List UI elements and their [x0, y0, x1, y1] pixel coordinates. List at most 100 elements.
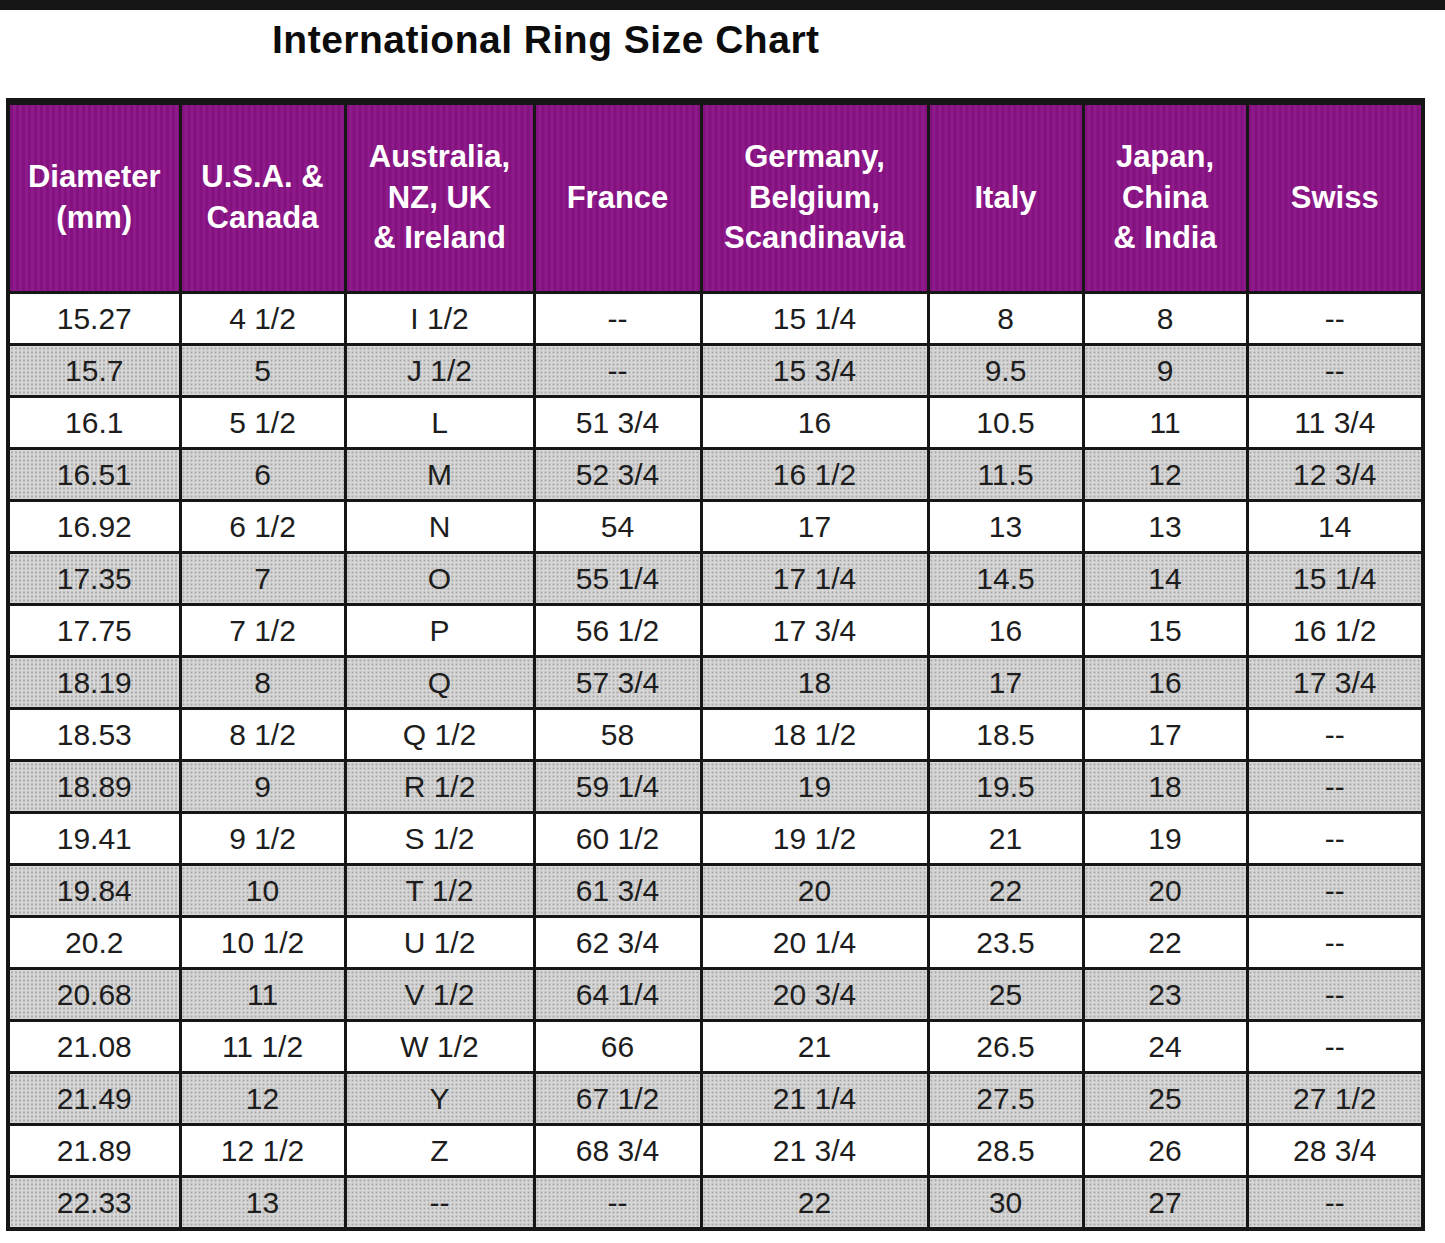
table-cell-japan-china-india: 14 [1083, 553, 1247, 605]
table-cell-france: 51 3/4 [534, 397, 701, 449]
table-cell-australia-nz-uk-ireland: I 1/2 [345, 293, 534, 345]
table-row: 19.419 1/2S 1/260 1/219 1/22119-- [8, 813, 1423, 865]
table-cell-italy: 18.5 [928, 709, 1083, 761]
table-row: 18.899R 1/259 1/41919.518-- [8, 761, 1423, 813]
table-cell-japan-china-india: 23 [1083, 969, 1247, 1021]
table-cell-diameter-mm: 21.49 [8, 1073, 180, 1125]
table-cell-australia-nz-uk-ireland: V 1/2 [345, 969, 534, 1021]
table-row: 20.6811V 1/264 1/420 3/42523-- [8, 969, 1423, 1021]
table-cell-diameter-mm: 21.08 [8, 1021, 180, 1073]
table-cell-germany-belgium-scandinavia: 15 1/4 [701, 293, 928, 345]
table-cell-swiss: -- [1247, 761, 1423, 813]
table-cell-australia-nz-uk-ireland: Q 1/2 [345, 709, 534, 761]
table-cell-italy: 30 [928, 1177, 1083, 1230]
table-cell-japan-china-india: 19 [1083, 813, 1247, 865]
table-cell-italy: 13 [928, 501, 1083, 553]
column-header-japan-china-india: Japan,China& India [1083, 102, 1247, 293]
table-cell-swiss: -- [1247, 293, 1423, 345]
table-cell-germany-belgium-scandinavia: 22 [701, 1177, 928, 1230]
table-cell-diameter-mm: 17.35 [8, 553, 180, 605]
table-cell-usa-canada: 5 1/2 [180, 397, 345, 449]
table-cell-australia-nz-uk-ireland: R 1/2 [345, 761, 534, 813]
table-header-row: Diameter(mm)U.S.A. &CanadaAustralia,NZ, … [8, 102, 1423, 293]
table-row: 16.516M52 3/416 1/211.51212 3/4 [8, 449, 1423, 501]
table-cell-france: 59 1/4 [534, 761, 701, 813]
table-cell-germany-belgium-scandinavia: 16 1/2 [701, 449, 928, 501]
table-cell-germany-belgium-scandinavia: 18 1/2 [701, 709, 928, 761]
column-header-swiss: Swiss [1247, 102, 1423, 293]
table-cell-france: -- [534, 1177, 701, 1230]
table-row: 17.357O55 1/417 1/414.51415 1/4 [8, 553, 1423, 605]
table-cell-japan-china-india: 9 [1083, 345, 1247, 397]
table-cell-australia-nz-uk-ireland: Y [345, 1073, 534, 1125]
table-cell-france: 68 3/4 [534, 1125, 701, 1177]
table-cell-swiss: -- [1247, 865, 1423, 917]
table-cell-swiss: 27 1/2 [1247, 1073, 1423, 1125]
table-cell-australia-nz-uk-ireland: O [345, 553, 534, 605]
table-cell-italy: 14.5 [928, 553, 1083, 605]
table-cell-italy: 23.5 [928, 917, 1083, 969]
table-cell-diameter-mm: 16.1 [8, 397, 180, 449]
table-cell-france: 62 3/4 [534, 917, 701, 969]
table-cell-italy: 19.5 [928, 761, 1083, 813]
table-cell-usa-canada: 9 1/2 [180, 813, 345, 865]
table-cell-swiss: -- [1247, 813, 1423, 865]
table-cell-germany-belgium-scandinavia: 17 [701, 501, 928, 553]
table-cell-italy: 16 [928, 605, 1083, 657]
table-cell-swiss: 28 3/4 [1247, 1125, 1423, 1177]
table-cell-japan-china-india: 13 [1083, 501, 1247, 553]
table-cell-germany-belgium-scandinavia: 21 1/4 [701, 1073, 928, 1125]
table-cell-diameter-mm: 15.27 [8, 293, 180, 345]
table-row: 17.757 1/2P56 1/217 3/4161516 1/2 [8, 605, 1423, 657]
table-cell-australia-nz-uk-ireland: T 1/2 [345, 865, 534, 917]
table-cell-usa-canada: 11 [180, 969, 345, 1021]
table-cell-usa-canada: 4 1/2 [180, 293, 345, 345]
table-cell-italy: 8 [928, 293, 1083, 345]
table-cell-germany-belgium-scandinavia: 15 3/4 [701, 345, 928, 397]
table-cell-swiss: 12 3/4 [1247, 449, 1423, 501]
table-cell-swiss: 14 [1247, 501, 1423, 553]
table-cell-usa-canada: 13 [180, 1177, 345, 1230]
table-cell-japan-china-india: 17 [1083, 709, 1247, 761]
table-cell-france: -- [534, 345, 701, 397]
table-cell-swiss: -- [1247, 1021, 1423, 1073]
table-row: 20.210 1/2U 1/262 3/420 1/423.522-- [8, 917, 1423, 969]
table-cell-japan-china-india: 12 [1083, 449, 1247, 501]
table-cell-diameter-mm: 15.7 [8, 345, 180, 397]
table-cell-australia-nz-uk-ireland: -- [345, 1177, 534, 1230]
column-header-france: France [534, 102, 701, 293]
table-cell-diameter-mm: 20.68 [8, 969, 180, 1021]
table-cell-japan-china-india: 27 [1083, 1177, 1247, 1230]
table-cell-japan-china-india: 11 [1083, 397, 1247, 449]
table-cell-swiss: 11 3/4 [1247, 397, 1423, 449]
table-row: 21.4912Y67 1/221 1/427.52527 1/2 [8, 1073, 1423, 1125]
table-cell-germany-belgium-scandinavia: 16 [701, 397, 928, 449]
table-cell-diameter-mm: 16.92 [8, 501, 180, 553]
table-cell-australia-nz-uk-ireland: N [345, 501, 534, 553]
table-cell-germany-belgium-scandinavia: 19 1/2 [701, 813, 928, 865]
table-cell-australia-nz-uk-ireland: M [345, 449, 534, 501]
table-cell-australia-nz-uk-ireland: W 1/2 [345, 1021, 534, 1073]
table-cell-germany-belgium-scandinavia: 20 1/4 [701, 917, 928, 969]
table-cell-australia-nz-uk-ireland: J 1/2 [345, 345, 534, 397]
table-cell-france: 61 3/4 [534, 865, 701, 917]
table-cell-usa-canada: 10 1/2 [180, 917, 345, 969]
column-header-australia-nz-uk-ireland: Australia,NZ, UK& Ireland [345, 102, 534, 293]
table-cell-usa-canada: 11 1/2 [180, 1021, 345, 1073]
table-cell-france: 57 3/4 [534, 657, 701, 709]
table-cell-swiss: 15 1/4 [1247, 553, 1423, 605]
table-cell-diameter-mm: 16.51 [8, 449, 180, 501]
column-header-diameter-mm: Diameter(mm) [8, 102, 180, 293]
column-header-germany-belgium-scandinavia: Germany,Belgium,Scandinavia [701, 102, 928, 293]
table-cell-japan-china-india: 24 [1083, 1021, 1247, 1073]
table-cell-swiss: -- [1247, 917, 1423, 969]
ring-size-table: Diameter(mm)U.S.A. &CanadaAustralia,NZ, … [6, 98, 1425, 1231]
table-cell-france: 60 1/2 [534, 813, 701, 865]
table-cell-italy: 22 [928, 865, 1083, 917]
table-cell-japan-china-india: 8 [1083, 293, 1247, 345]
table-cell-germany-belgium-scandinavia: 19 [701, 761, 928, 813]
table-cell-japan-china-india: 15 [1083, 605, 1247, 657]
table-cell-germany-belgium-scandinavia: 17 3/4 [701, 605, 928, 657]
table-cell-usa-canada: 9 [180, 761, 345, 813]
table-cell-italy: 28.5 [928, 1125, 1083, 1177]
